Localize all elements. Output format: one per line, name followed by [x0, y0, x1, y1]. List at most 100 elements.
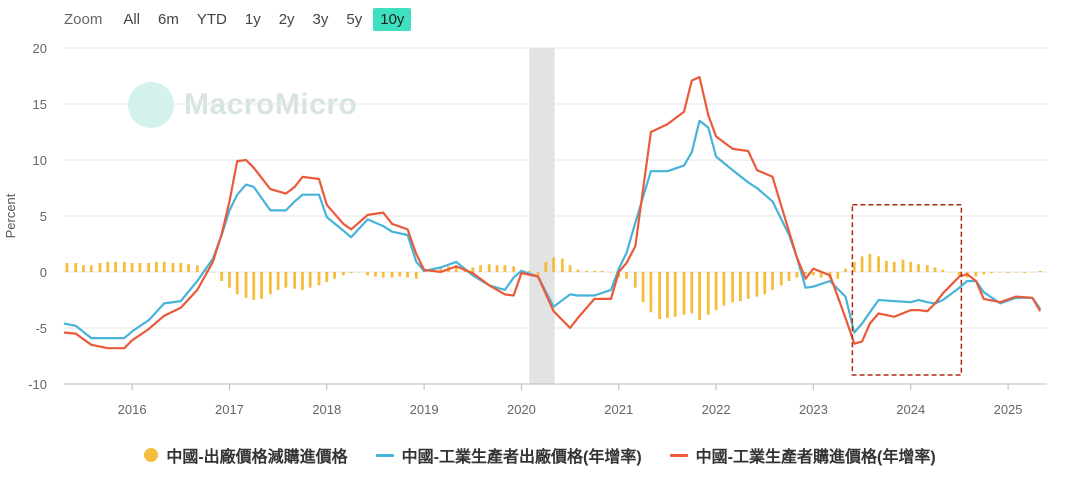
y-axis-label: Percent: [3, 193, 18, 238]
legend-label: 中國-出廠價格減購進價格: [166, 449, 348, 466]
bar: [690, 272, 694, 314]
bar: [211, 272, 215, 273]
bar: [852, 261, 856, 272]
legend-line-icon: [375, 453, 394, 457]
legend-dot-icon: [144, 448, 159, 462]
series-line: [63, 75, 1042, 350]
bar: [390, 272, 394, 278]
x-tick-label: 2019: [410, 402, 439, 417]
bar: [585, 270, 589, 272]
bar: [228, 272, 231, 288]
y-tick-label: -10: [28, 377, 47, 392]
bar: [706, 272, 710, 315]
bar: [155, 261, 158, 272]
x-tick-label: 2016: [118, 402, 147, 417]
bar: [195, 265, 199, 272]
bar: [1031, 272, 1034, 273]
bar: [731, 272, 735, 303]
bar: [917, 264, 920, 272]
bar: [284, 272, 288, 288]
legend-item-ppi-output[interactable]: 中國-工業生產者出廠價格(年增率): [375, 443, 642, 467]
legend-label: 中國-工業生產者出廠價格(年增率): [401, 449, 642, 466]
x-tick-label: 2018: [312, 402, 341, 417]
y-tick-label: 15: [33, 97, 47, 112]
bar: [673, 272, 677, 317]
bar: [527, 270, 531, 272]
bar: [89, 265, 93, 272]
bar: [933, 267, 937, 272]
bar: [317, 272, 321, 286]
bar: [877, 256, 881, 272]
zoom-1y-button[interactable]: 1y: [244, 10, 261, 28]
bar: [325, 272, 329, 283]
bar: [868, 254, 872, 272]
bar: [122, 261, 126, 272]
bar: [771, 272, 774, 290]
bar: [366, 272, 370, 276]
bar: [333, 272, 336, 279]
zoom-all-button[interactable]: All: [123, 10, 141, 28]
bar: [1023, 272, 1027, 274]
bar: [941, 269, 945, 272]
bar: [666, 272, 669, 318]
bar: [819, 272, 823, 278]
bar: [755, 272, 759, 297]
zoom-10y-button[interactable]: 10y: [373, 7, 412, 31]
bar: [658, 272, 662, 320]
zoom-2y-button[interactable]: 2y: [278, 10, 295, 28]
legend-line-icon: [669, 453, 688, 457]
bar: [130, 263, 134, 272]
bar: [787, 272, 791, 281]
bar: [552, 257, 555, 272]
macromicro-logo-icon: [128, 82, 174, 128]
zoom-6m-button[interactable]: 6m: [158, 10, 179, 28]
bar: [487, 264, 491, 272]
bar: [739, 272, 742, 302]
bar: [381, 272, 385, 278]
legend-item-price-spread[interactable]: 中國-出廠價格減購進價格: [144, 443, 348, 467]
zoom-3y-button[interactable]: 3y: [312, 10, 329, 28]
bar: [260, 272, 263, 299]
bar: [795, 272, 799, 278]
bar: [836, 272, 840, 279]
bar: [649, 272, 653, 313]
bar: [65, 263, 69, 272]
bar: [82, 265, 85, 272]
y-tick-label: 20: [33, 41, 47, 56]
bar: [512, 266, 516, 272]
x-tick-label: 2020: [507, 402, 536, 417]
bar: [982, 272, 986, 275]
bar: [1038, 270, 1042, 272]
bar: [244, 272, 248, 298]
bar: [633, 272, 637, 288]
bar: [885, 260, 888, 272]
highlight-box: [851, 204, 963, 376]
bar: [746, 272, 750, 299]
y-tick-label: 0: [40, 265, 47, 280]
bar: [990, 272, 993, 274]
bar: [544, 261, 548, 272]
bar: [187, 264, 190, 272]
bar: [503, 265, 507, 272]
zoom-bar: Zoom All 6m YTD 1y 2y 3y 5y 10y: [64, 6, 415, 32]
bar: [974, 272, 978, 277]
bar: [374, 272, 377, 277]
y-tick-label: 5: [40, 209, 47, 224]
bar: [414, 272, 418, 279]
bar: [682, 272, 686, 315]
bar: [179, 263, 183, 272]
bar: [471, 267, 475, 272]
bar: [98, 263, 102, 272]
bar: [925, 265, 929, 272]
zoom-ytd-button[interactable]: YTD: [196, 10, 227, 28]
bar: [308, 272, 312, 288]
bar: [1014, 272, 1018, 273]
bar: [162, 261, 166, 272]
bar: [560, 258, 564, 272]
zoom-5y-button[interactable]: 5y: [346, 10, 363, 28]
bar: [268, 272, 272, 295]
bar: [576, 269, 580, 272]
bar: [454, 265, 458, 272]
bar: [568, 265, 572, 272]
legend-item-ppi-input[interactable]: 中國-工業生產者購進價格(年增率): [669, 443, 936, 467]
